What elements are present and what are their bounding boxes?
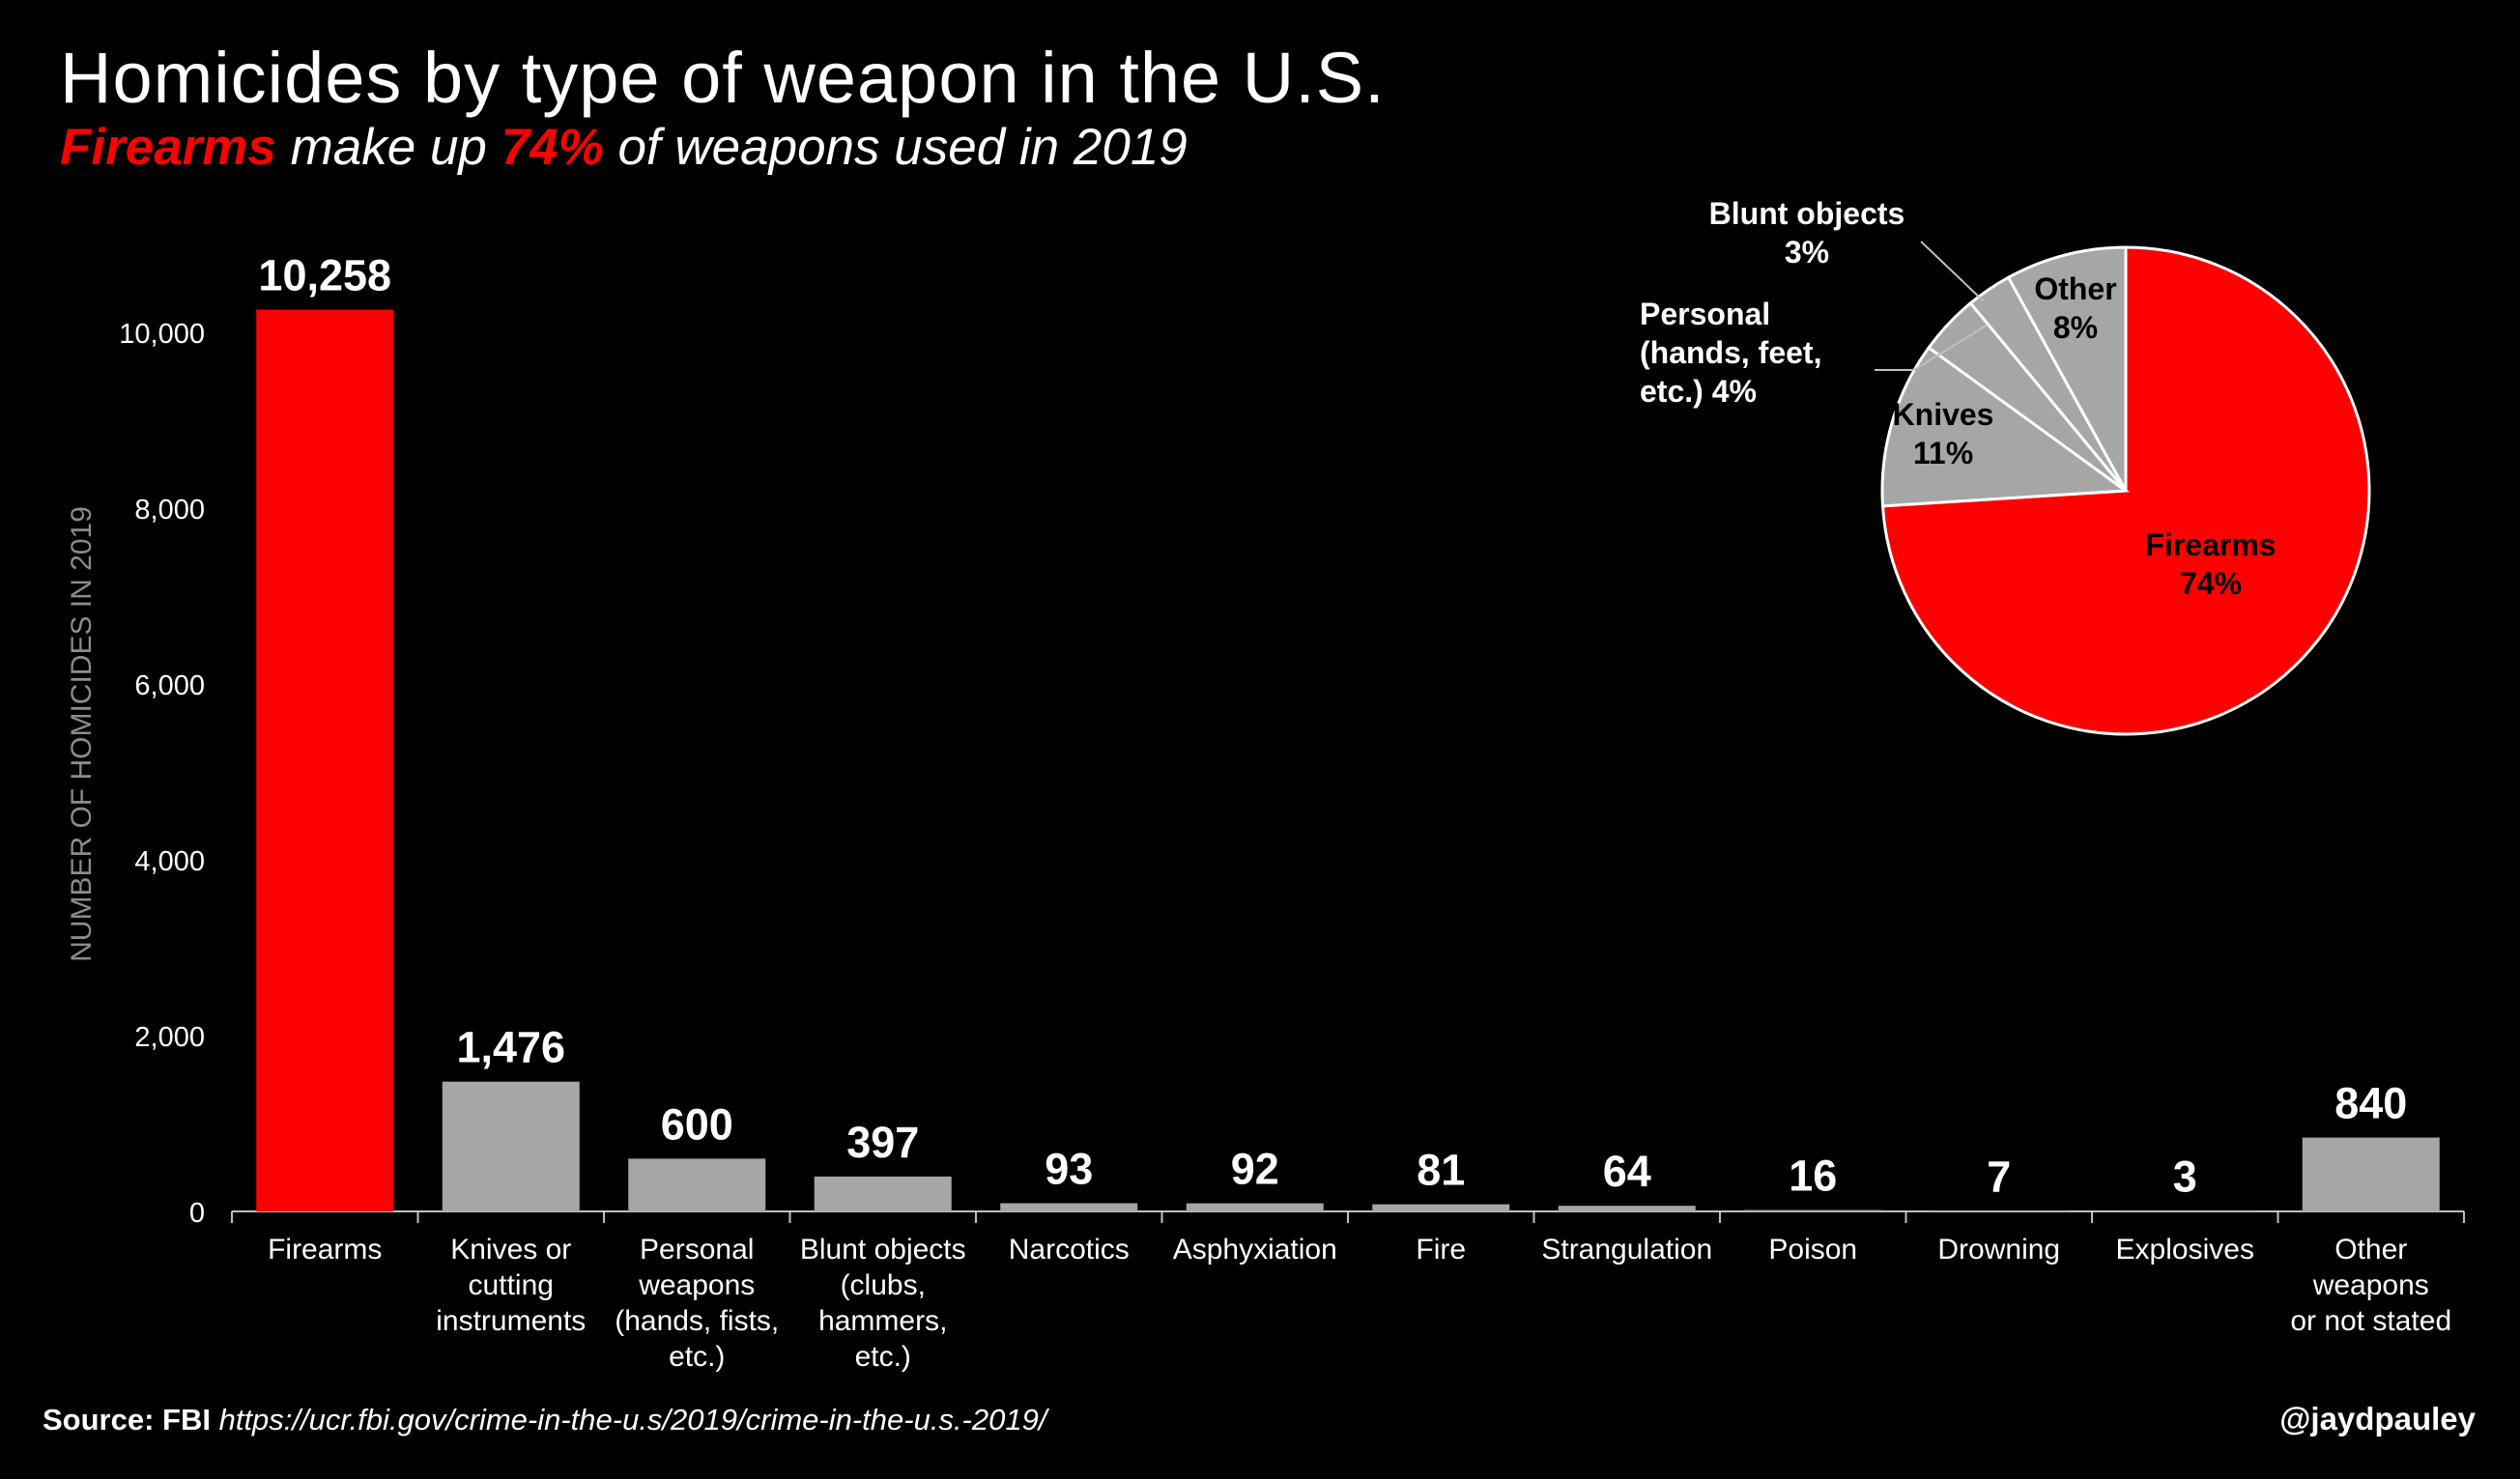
bar [1000,1203,1138,1211]
subtitle-text-2: of weapons used in 2019 [603,119,1188,176]
pie-slice-label: Firearms 74% [2145,527,2276,601]
subtitle-highlight-firearms: Firearms [60,119,276,176]
source-label: Source: FBI [43,1403,211,1436]
x-category-label: Narcotics [1009,1234,1130,1266]
x-category-label: Knives or cutting instruments [436,1234,586,1337]
bar [2302,1137,2440,1211]
pie-callout-line [1875,316,2001,371]
bar-value-label: 397 [846,1118,919,1167]
bar-value-label: 16 [1789,1152,1837,1201]
bar [1186,1203,1324,1211]
bar-value-label: 93 [1045,1145,1093,1194]
y-tick-label: 2,000 [134,1022,205,1053]
bar-value-label: 10,258 [258,251,391,300]
pie-slice-label: Knives 11% [1893,397,1994,470]
chart-subtitle: Firearms make up 74% of weapons used in … [60,118,1188,177]
source-credit: Source: FBI https://ucr.fbi.gov/crime-in… [43,1403,1046,1437]
x-category-label: Asphyxiation [1173,1234,1337,1266]
y-tick-label: 8,000 [134,495,205,526]
pie-slice-label: Blunt objects 3% [1709,196,1905,270]
bar-value-label: 1,476 [456,1023,565,1072]
bar [628,1158,766,1211]
bar [442,1081,580,1211]
bar [256,309,394,1212]
y-axis-label: NUMBER OF HOMICIDES IN 2019 [66,506,98,962]
x-category-label: Blunt objects (clubs, hammers, etc.) [800,1234,966,1373]
y-tick-label: 6,000 [134,670,205,701]
x-category-label: Strangulation [1541,1234,1712,1266]
pie-slice-label: Other 8% [2034,271,2116,345]
y-tick-label: 10,000 [119,319,205,350]
pie-slice [1880,345,2131,508]
bar-value-label: 3 [2173,1152,2197,1202]
bar-value-label: 64 [1603,1147,1651,1196]
bar [1744,1209,1882,1211]
x-category-label: Poison [1768,1234,1857,1266]
x-category-label: Other weapons or not stated [2290,1234,2451,1337]
y-tick-label: 4,000 [134,846,205,877]
x-category-label: Explosives [2116,1234,2254,1266]
bar [1558,1206,1696,1211]
bar-value-label: 840 [2334,1079,2407,1128]
subtitle-highlight-percent: 74% [501,119,604,176]
source-url: https://ucr.fbi.gov/crime-in-the-u.s/201… [218,1403,1047,1436]
bar [814,1176,952,1211]
bar [1372,1204,1510,1211]
x-category-label: Personal weapons (hands, fists, etc.) [615,1234,779,1373]
bar-value-label: 600 [661,1099,733,1149]
x-category-label: Drowning [1937,1234,2060,1266]
pie-slice-label: Personal (hands, feet, etc.) 4% [1640,297,1821,409]
bar-value-label: 92 [1231,1145,1279,1194]
x-category-label: Firearms [268,1234,382,1266]
pie-callout-line [1920,241,1985,302]
bar [1930,1210,2068,1211]
bar-value-label: 81 [1417,1146,1465,1195]
bar-value-label: 7 [1987,1152,2011,1201]
author-handle: @jaydpauley [2279,1401,2476,1436]
y-tick-label: 0 [189,1198,205,1229]
pie-slice [2006,245,2128,492]
x-category-label: Fire [1416,1234,1466,1266]
subtitle-text-1: make up [275,119,501,176]
chart-title: Homicides by type of weapon in the U.S. [60,38,1386,118]
